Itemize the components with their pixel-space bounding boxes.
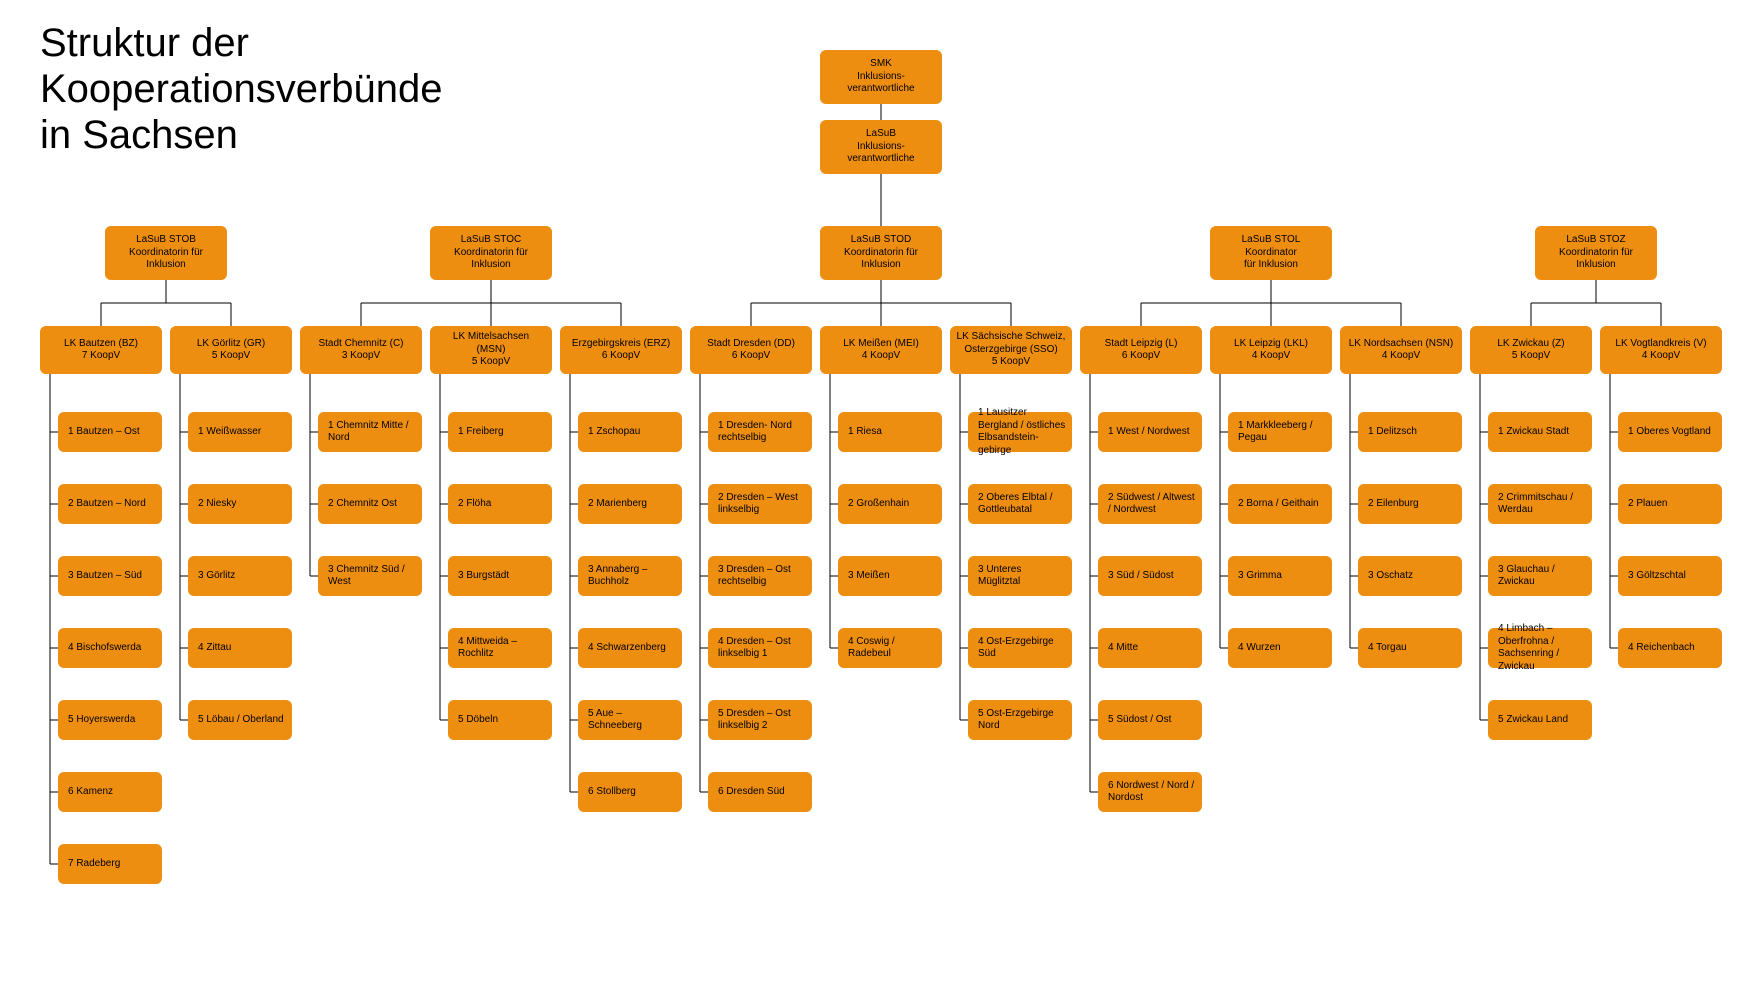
node-district-2: Stadt Chemnitz (C)3 KoopV [300,326,422,374]
node-leaf-1-3: 4 Zittau [188,628,292,668]
node-leaf-0-2: 3 Bautzen – Süd [58,556,162,596]
node-leaf-0-1: 2 Bautzen – Nord [58,484,162,524]
node-leaf-8-1: 2 Südwest / Altwest / Nordwest [1098,484,1202,524]
node-leaf-0-6: 7 Radeberg [58,844,162,884]
node-leaf-7-0: 1 Lausitzer Bergland / östliches Elbsand… [968,412,1072,452]
node-district-8: Stadt Leipzig (L)6 KoopV [1080,326,1202,374]
node-district-9: LK Leipzig (LKL)4 KoopV [1210,326,1332,374]
node-coord-stoc: LaSuB STOCKoordinatorin fürInklusion [430,226,552,280]
node-leaf-7-4: 5 Ost-Erzgebirge Nord [968,700,1072,740]
node-leaf-3-1: 2 Flöha [448,484,552,524]
node-leaf-5-3: 4 Dresden – Ost linkselbig 1 [708,628,812,668]
node-leaf-0-0: 1 Bautzen – Ost [58,412,162,452]
node-leaf-12-0: 1 Oberes Vogtland [1618,412,1722,452]
node-leaf-2-2: 3 Chemnitz Süd / West [318,556,422,596]
page-title: Struktur derKooperationsverbündein Sachs… [40,20,443,158]
node-leaf-4-0: 1 Zschopau [578,412,682,452]
node-leaf-6-3: 4 Coswig / Radebeul [838,628,942,668]
node-coord-stoz: LaSuB STOZKoordinatorin fürInklusion [1535,226,1657,280]
node-leaf-11-2: 3 Glauchau / Zwickau [1488,556,1592,596]
node-leaf-8-2: 3 Süd / Südost [1098,556,1202,596]
node-leaf-10-2: 3 Oschatz [1358,556,1462,596]
node-district-4: Erzgebirgskreis (ERZ)6 KoopV [560,326,682,374]
node-leaf-3-4: 5 Döbeln [448,700,552,740]
node-coord-stob: LaSuB STOBKoordinatorin fürInklusion [105,226,227,280]
node-leaf-7-1: 2 Oberes Elbtal / Gottleubatal [968,484,1072,524]
node-coord-stod: LaSuB STODKoordinatorin fürInklusion [820,226,942,280]
node-lasub: LaSuBInklusions-verantwortliche [820,120,942,174]
node-leaf-4-2: 3 Annaberg – Buchholz [578,556,682,596]
node-coord-stol: LaSuB STOLKoordinatorfür Inklusion [1210,226,1332,280]
node-district-3: LK Mittelsachsen(MSN)5 KoopV [430,326,552,374]
node-leaf-2-0: 1 Chemnitz Mitte / Nord [318,412,422,452]
node-leaf-8-5: 6 Nordwest / Nord / Nordost [1098,772,1202,812]
node-district-5: Stadt Dresden (DD)6 KoopV [690,326,812,374]
node-leaf-4-1: 2 Marienberg [578,484,682,524]
node-leaf-4-5: 6 Stollberg [578,772,682,812]
node-leaf-10-0: 1 Delitzsch [1358,412,1462,452]
node-leaf-11-0: 1 Zwickau Stadt [1488,412,1592,452]
node-leaf-9-2: 3 Grimma [1228,556,1332,596]
node-leaf-5-2: 3 Dresden – Ost rechtselbig [708,556,812,596]
node-district-0: LK Bautzen (BZ)7 KoopV [40,326,162,374]
node-leaf-11-4: 5 Zwickau Land [1488,700,1592,740]
node-leaf-2-1: 2 Chemnitz Ost [318,484,422,524]
node-leaf-11-1: 2 Crimmitschau / Werdau [1488,484,1592,524]
node-leaf-10-1: 2 Eilenburg [1358,484,1462,524]
node-leaf-12-1: 2 Plauen [1618,484,1722,524]
node-leaf-8-4: 5 Südost / Ost [1098,700,1202,740]
node-leaf-1-0: 1 Weißwasser [188,412,292,452]
node-leaf-0-4: 5 Hoyerswerda [58,700,162,740]
node-leaf-5-0: 1 Dresden- Nord rechtselbig [708,412,812,452]
node-leaf-6-2: 3 Meißen [838,556,942,596]
node-leaf-1-4: 5 Löbau / Oberland [188,700,292,740]
node-leaf-7-2: 3 Unteres Müglitztal [968,556,1072,596]
node-district-12: LK Vogtlandkreis (V)4 KoopV [1600,326,1722,374]
node-leaf-8-0: 1 West / Nordwest [1098,412,1202,452]
node-district-1: LK Görlitz (GR)5 KoopV [170,326,292,374]
node-leaf-0-5: 6 Kamenz [58,772,162,812]
node-district-10: LK Nordsachsen (NSN)4 KoopV [1340,326,1462,374]
node-leaf-5-5: 6 Dresden Süd [708,772,812,812]
node-leaf-1-2: 3 Görlitz [188,556,292,596]
node-leaf-1-1: 2 Niesky [188,484,292,524]
node-leaf-3-0: 1 Freiberg [448,412,552,452]
node-leaf-5-4: 5 Dresden – Ost linkselbig 2 [708,700,812,740]
node-leaf-9-3: 4 Wurzen [1228,628,1332,668]
node-leaf-12-2: 3 Göltzschtal [1618,556,1722,596]
node-leaf-7-3: 4 Ost-Erzgebirge Süd [968,628,1072,668]
node-leaf-10-3: 4 Torgau [1358,628,1462,668]
node-smk: SMKInklusions-verantwortliche [820,50,942,104]
node-leaf-9-1: 2 Borna / Geithain [1228,484,1332,524]
node-leaf-12-3: 4 Reichenbach [1618,628,1722,668]
node-leaf-8-3: 4 Mitte [1098,628,1202,668]
node-district-7: LK Sächsische Schweiz,Osterzgebirge (SSO… [950,326,1072,374]
node-leaf-6-1: 2 Großenhain [838,484,942,524]
node-leaf-0-3: 4 Bischofswerda [58,628,162,668]
node-leaf-11-3: 4 Limbach – Oberfrohna / Sachsenring / Z… [1488,628,1592,668]
node-leaf-5-1: 2 Dresden – West linkselbig [708,484,812,524]
node-leaf-9-0: 1 Markkleeberg / Pegau [1228,412,1332,452]
node-leaf-3-2: 3 Burgstädt [448,556,552,596]
node-leaf-4-3: 4 Schwarzenberg [578,628,682,668]
node-leaf-4-4: 5 Aue – Schneeberg [578,700,682,740]
node-district-6: LK Meißen (MEI)4 KoopV [820,326,942,374]
node-district-11: LK Zwickau (Z)5 KoopV [1470,326,1592,374]
node-leaf-6-0: 1 Riesa [838,412,942,452]
node-leaf-3-3: 4 Mittweida – Rochlitz [448,628,552,668]
